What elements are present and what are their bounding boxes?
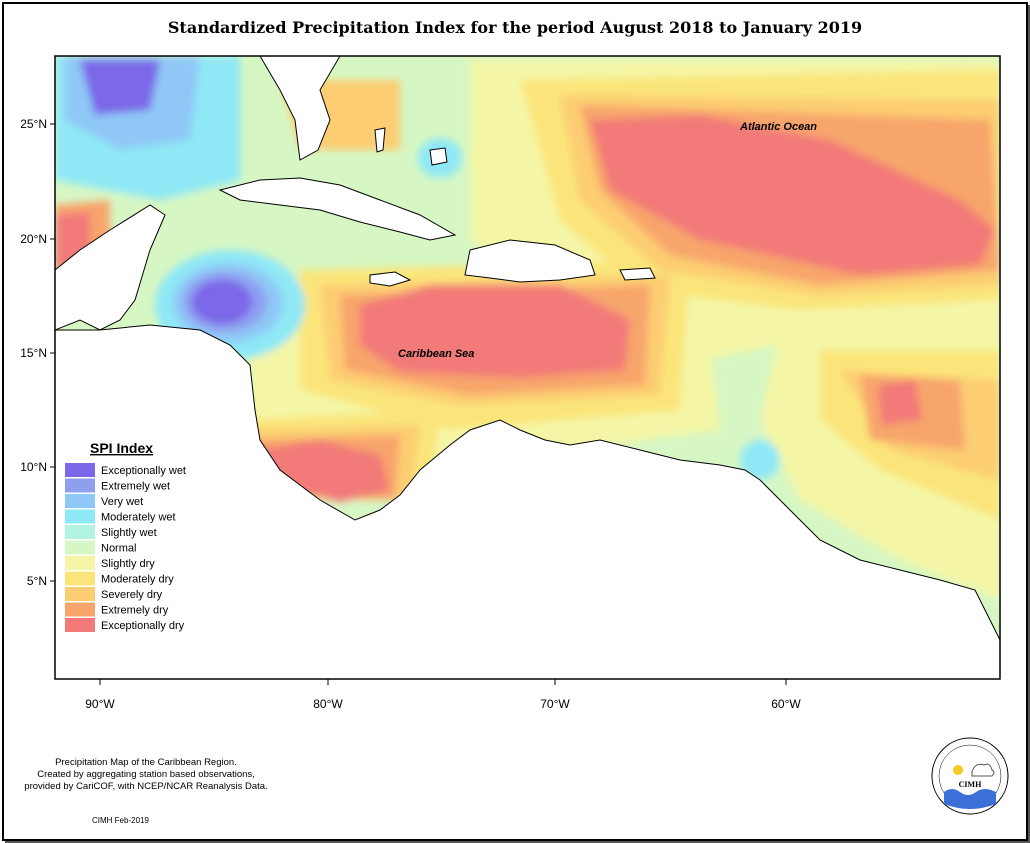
legend-swatch	[65, 540, 95, 555]
legend-swatch	[65, 478, 95, 493]
lon-tick-marks	[99, 679, 787, 685]
caribbean-sea-label: Caribbean Sea	[398, 348, 474, 360]
lat-label-10n: 10°N	[20, 460, 47, 474]
legend-swatch	[65, 587, 95, 601]
legend-label: Slightly wet	[101, 527, 157, 539]
water-icon	[944, 789, 996, 809]
lat-label-20n: 20°N	[20, 232, 47, 246]
legend-swatch	[65, 618, 95, 632]
lat-label-15n: 15°N	[20, 346, 47, 360]
legend-label: Moderately wet	[101, 512, 176, 524]
legend-swatch	[65, 509, 95, 524]
credit-line-2: Created by aggregating station based obs…	[37, 769, 255, 780]
legend-label: Exceptionally wet	[101, 465, 186, 477]
credit-text: Precipitation Map of the Caribbean Regio…	[6, 757, 286, 793]
map-title: Standardized Precipitation Index for the…	[167, 18, 863, 37]
legend-swatch	[65, 602, 95, 617]
legend-label: Normal	[101, 543, 136, 555]
spi-field	[55, 56, 1000, 679]
lon-label-70w: 70°W	[540, 697, 570, 711]
legend-label: Slightly dry	[101, 558, 155, 570]
sun-icon	[953, 765, 963, 775]
atlantic-ocean-label: Atlantic Ocean	[739, 121, 817, 133]
legend-label: Very wet	[101, 496, 143, 508]
legend-swatch	[65, 494, 95, 508]
legend-title: SPI Index	[90, 440, 153, 456]
lat-tick-marks	[50, 123, 55, 582]
legend-label: Extremely wet	[101, 481, 170, 493]
legend-label: Severely dry	[101, 589, 163, 601]
legend-label: Extremely dry	[101, 605, 169, 617]
legend-label: Moderately dry	[101, 574, 174, 586]
credit-line-1: Precipitation Map of the Caribbean Regio…	[55, 757, 237, 768]
lon-label-90w: 90°W	[85, 697, 115, 711]
legend-swatch	[65, 556, 95, 570]
cloud-icon	[971, 763, 995, 777]
cimh-logo: CIMH	[931, 737, 1009, 815]
lon-label-80w: 80°W	[313, 697, 343, 711]
spi-legend: SPI Index Exceptionally wet Extremely wet…	[65, 440, 186, 632]
legend-swatch	[65, 525, 95, 539]
land-outlines	[55, 56, 1000, 679]
lat-label-5n: 5°N	[27, 574, 47, 588]
date-stamp: CIMH Feb-2019	[92, 816, 149, 825]
lon-label-60w: 60°W	[771, 697, 801, 711]
logo-text: CIMH	[959, 780, 982, 789]
credit-line-3: provided by CariCOF, with NCEP/NCAR Rean…	[24, 781, 268, 792]
legend-label: Exceptionally dry	[101, 620, 185, 632]
lat-label-25n: 25°N	[20, 117, 47, 131]
legend-swatch	[65, 463, 95, 477]
legend-swatch	[65, 571, 95, 586]
